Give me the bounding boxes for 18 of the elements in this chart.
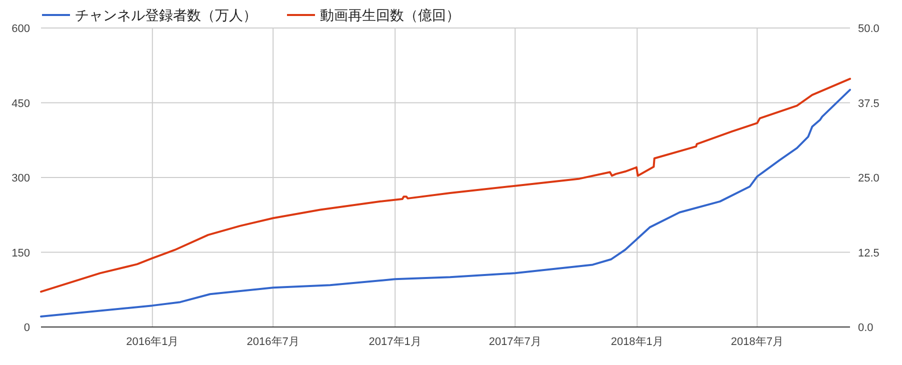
x-tick-label: 2017年7月 <box>488 336 542 348</box>
x-tick-label: 2018年1月 <box>610 336 664 348</box>
y2-tick-label: 12.5 <box>858 247 880 260</box>
y-tick-label: 0 <box>24 322 30 334</box>
y2-tick-label: 25.0 <box>858 172 880 184</box>
x-tick-label: 2016年1月 <box>126 336 179 348</box>
y-tick-label: 300 <box>12 172 30 184</box>
x-tick-label: 2017年1月 <box>368 336 422 348</box>
x-tick-label: 2016年7月 <box>246 336 300 348</box>
y-tick-label: 600 <box>12 23 30 35</box>
y-tick-label: 450 <box>12 98 30 110</box>
legend-label: 動画再生回数（億回） <box>320 7 460 23</box>
legend-label: チャンネル登録者数（万人） <box>75 7 257 23</box>
x-tick-label: 2018年7月 <box>730 336 784 348</box>
y2-tick-label: 50.0 <box>858 23 880 35</box>
y2-tick-label: 37.5 <box>858 98 880 110</box>
y-tick-label: 150 <box>12 247 30 260</box>
y2-tick-label: 0.0 <box>858 322 874 334</box>
